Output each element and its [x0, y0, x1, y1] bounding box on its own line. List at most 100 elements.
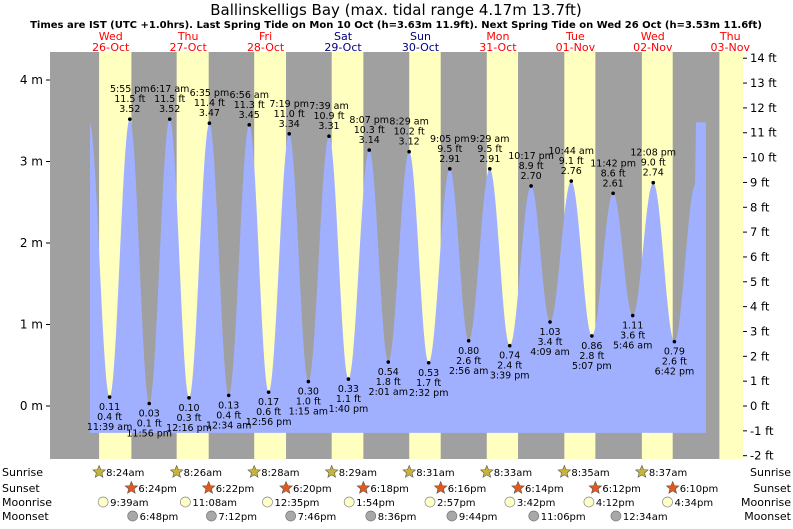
right-axis-tick-label: 13 ft: [750, 76, 777, 90]
tide-level-area: [90, 119, 706, 433]
right-axis-tick-label: 9 ft: [750, 175, 770, 189]
left-axis-tick-label: 4 m: [20, 73, 43, 87]
right-axis-tick-label: 8 ft: [750, 200, 770, 214]
low-tide-label: 2.6 ft: [456, 356, 481, 367]
day-date-label: 30-Oct: [402, 41, 440, 54]
sunrise-time: 8:33am: [494, 468, 532, 479]
high-tide-label: 11.3 ft: [234, 100, 265, 111]
low-tide-label: 0.17: [258, 397, 279, 408]
sunrise-row-label-left: Sunrise: [2, 466, 43, 479]
high-tide-label: 9:29 am: [470, 134, 509, 145]
high-tide-point: [287, 131, 292, 136]
high-tide-label: 9.5 ft: [437, 144, 462, 155]
day-date-label: 02-Nov: [633, 41, 673, 54]
low-tide-label: 0.80: [458, 346, 479, 357]
right-axis-tick-label: 10 ft: [750, 151, 777, 165]
low-tide-label: 3.6 ft: [620, 331, 645, 342]
right-axis-tick-label: -2 ft: [750, 449, 774, 463]
high-tide-point: [407, 149, 411, 154]
left-axis-tick-label: 0 m: [20, 399, 43, 413]
high-tide-point: [569, 179, 574, 183]
low-tide-label: 0.4 ft: [216, 410, 241, 421]
sunset-row-label-right: Sunset: [753, 482, 791, 495]
low-tide-label: 12:16 pm: [166, 423, 212, 434]
chart-subtitle: Times are IST (UTC +1.0hrs). Last Spring…: [30, 20, 762, 31]
high-tide-point: [487, 167, 492, 171]
moonrise-time: 2:57pm: [437, 498, 476, 509]
high-tide-label: 9:05 pm: [430, 134, 470, 145]
high-tide-label: 11.4 ft: [194, 98, 225, 109]
sunset-time: 6:16pm: [448, 484, 487, 495]
sunset-icon: [588, 480, 603, 494]
low-tide-label: 1:40 pm: [329, 404, 369, 415]
high-tide-label: 2.76: [561, 166, 582, 177]
sunset-time: 6:18pm: [370, 484, 409, 495]
day-name-label: Tue: [565, 30, 585, 43]
sunset-time: 6:24pm: [138, 484, 177, 495]
high-tide-label: 3.47: [199, 108, 220, 119]
sunrise-icon: [402, 464, 417, 478]
high-tide-label: 3.45: [239, 110, 260, 121]
high-tide-label: 2.91: [479, 154, 500, 165]
low-tide-label: 11:56 pm: [126, 429, 172, 440]
high-tide-label: 3.31: [318, 121, 339, 132]
day-name-label: Mon: [486, 30, 509, 43]
sunrise-row-label-right: Sunrise: [750, 466, 791, 479]
high-tide-label: 8.9 ft: [519, 161, 544, 172]
low-tide-label: 0.79: [664, 347, 685, 358]
low-tide-point: [226, 393, 231, 398]
moonrise-icon: [262, 496, 273, 508]
low-tide-point: [147, 401, 152, 406]
low-tide-point: [306, 379, 311, 384]
day-name-label: Thu: [719, 30, 741, 43]
high-tide-label: 6:35 pm: [190, 88, 230, 99]
low-tide-point: [386, 360, 391, 364]
low-tide-label: 0.3 ft: [177, 413, 202, 424]
sunrise-time: 8:29am: [339, 468, 377, 479]
low-tide-label: 0.54: [378, 367, 399, 378]
low-tide-label: 4:09 am: [530, 347, 569, 358]
low-tide-label: 0.53: [418, 368, 439, 379]
sunset-icon: [201, 480, 216, 494]
sunset-icon: [433, 480, 448, 494]
high-tide-label: 3.52: [119, 104, 140, 115]
day-name-label: Wed: [99, 30, 123, 43]
high-tide-label: 11.5 ft: [114, 94, 145, 105]
low-tide-point: [466, 339, 471, 343]
right-axis-tick-label: 2 ft: [750, 349, 770, 363]
high-tide-label: 8.6 ft: [601, 168, 626, 179]
low-tide-label: 2:56 am: [449, 366, 488, 377]
left-axis-tick-label: 3 m: [20, 155, 43, 169]
sunrise-icon: [557, 464, 572, 478]
right-axis-tick-label: 11 ft: [750, 126, 777, 140]
high-tide-label: 3.52: [159, 104, 180, 115]
low-tide-point: [507, 343, 512, 348]
low-tide-point: [266, 390, 271, 394]
day-date-label: 28-Oct: [247, 41, 285, 54]
high-tide-label: 10.9 ft: [313, 111, 344, 122]
high-tide-point: [128, 117, 132, 121]
day-date-label: 26-Oct: [92, 41, 130, 54]
low-tide-label: 2:32 pm: [409, 388, 449, 399]
low-tide-label: 0.86: [581, 341, 602, 352]
sunrise-time: 8:37am: [649, 468, 687, 479]
moonrise-time: 1:54pm: [356, 498, 395, 509]
right-axis-tick-label: 0 ft: [750, 399, 770, 413]
high-tide-point: [367, 148, 372, 152]
left-axis-tick-label: 2 m: [20, 236, 43, 250]
high-tide-label: 8:29 am: [389, 117, 428, 128]
high-tide-label: 2.61: [603, 178, 624, 189]
low-tide-label: 3:39 pm: [490, 371, 530, 382]
high-tide-point: [529, 184, 533, 188]
sunrise-icon: [169, 464, 184, 478]
low-tide-label: 1:15 am: [289, 407, 328, 418]
day-name-label: Wed: [641, 30, 665, 43]
moonset-time: 11:06pm: [541, 512, 586, 523]
right-axis-tick-label: 3 ft: [750, 324, 770, 338]
high-tide-label: 6:17 am: [150, 84, 189, 95]
high-tide-label: 11:42 pm: [590, 158, 636, 169]
day-name-label: Fri: [259, 30, 272, 43]
left-axis-tick-label: 1 m: [20, 318, 43, 332]
right-axis-tick-label: 1 ft: [750, 374, 770, 388]
